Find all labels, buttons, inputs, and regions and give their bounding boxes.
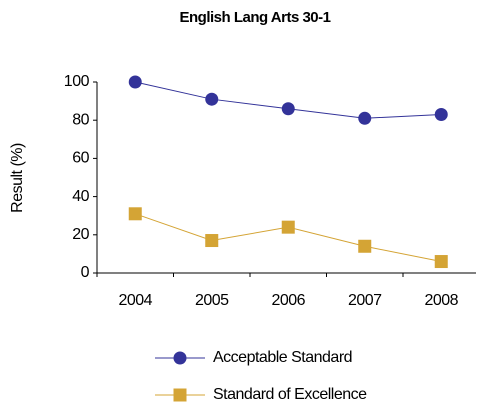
legend-label: Acceptable Standard xyxy=(213,349,352,366)
data-point xyxy=(281,102,295,116)
legend-marker xyxy=(173,351,187,365)
x-tick-label: 2005 xyxy=(195,292,229,309)
y-tick-label: 0 xyxy=(81,264,90,281)
data-point xyxy=(128,75,142,89)
y-tick-label: 20 xyxy=(72,226,89,243)
data-point xyxy=(434,107,448,121)
y-axis-label: Result (%) xyxy=(9,143,26,213)
legend-label: Standard of Excellence xyxy=(213,386,367,403)
data-point xyxy=(205,92,219,106)
y-tick-label: 100 xyxy=(64,73,90,90)
data-point xyxy=(128,207,142,221)
data-point xyxy=(358,239,372,253)
data-point xyxy=(358,111,372,125)
legend-marker xyxy=(173,388,187,402)
data-point xyxy=(281,220,295,234)
data-point xyxy=(434,255,448,269)
x-tick-label: 2008 xyxy=(424,292,458,309)
data-point xyxy=(205,234,219,248)
y-tick-label: 40 xyxy=(72,188,89,205)
y-tick-label: 80 xyxy=(72,111,89,128)
y-tick-label: 60 xyxy=(72,150,89,167)
chart-title: English Lang Arts 30-1 xyxy=(180,9,331,26)
x-tick-label: 2004 xyxy=(118,292,152,309)
x-tick-label: 2006 xyxy=(271,292,305,309)
x-tick-label: 2007 xyxy=(348,292,382,309)
